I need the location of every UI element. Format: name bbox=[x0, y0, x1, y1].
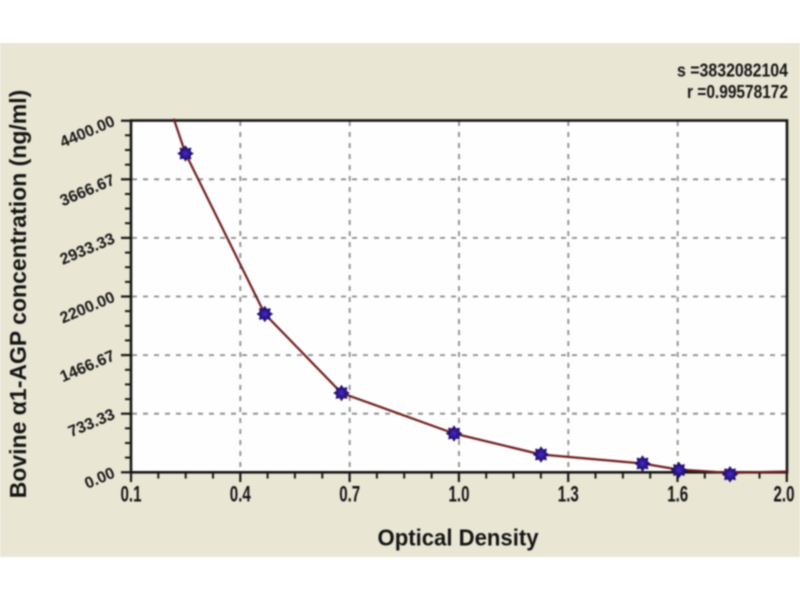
svg-text:0.7: 0.7 bbox=[339, 482, 360, 507]
svg-text:1.6: 1.6 bbox=[667, 482, 688, 507]
svg-text:1.0: 1.0 bbox=[449, 482, 470, 507]
svg-text:2.0: 2.0 bbox=[774, 482, 795, 507]
svg-text:0.4: 0.4 bbox=[230, 482, 252, 507]
svg-text:0.1: 0.1 bbox=[121, 482, 142, 507]
svg-text:Bovine α1-AGP concentration (n: Bovine α1-AGP concentration (ng/ml) bbox=[5, 90, 31, 499]
svg-text:s =3832082104: s =3832082104 bbox=[677, 61, 788, 81]
svg-text:1.3: 1.3 bbox=[558, 482, 579, 507]
svg-text:r =0.99578172: r =0.99578172 bbox=[687, 82, 788, 102]
svg-text:Optical Density: Optical Density bbox=[378, 525, 539, 551]
